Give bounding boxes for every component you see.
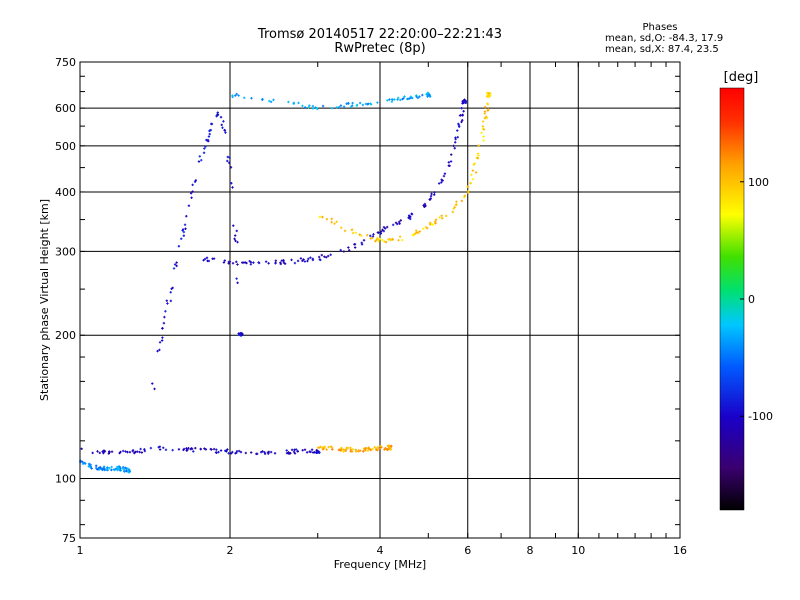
phase-stats: Phases mean, sd,O: -84.3, 17.9 mean, sd,… <box>605 22 724 55</box>
y-tick-label: 200 <box>55 329 76 342</box>
x-tick-label: 6 <box>464 544 471 557</box>
y-tick-label: 600 <box>55 102 76 115</box>
x-tick-label: 1 <box>77 544 84 557</box>
colorbar-tick-label: -100 <box>748 410 773 423</box>
phase-stats-heading: Phases <box>642 22 678 33</box>
x-axis-label: Frequency [MHz] <box>334 558 426 571</box>
colorbar-tick-label: 0 <box>748 293 755 306</box>
echo-points <box>79 91 492 474</box>
chart-title: Tromsø 20140517 22:20:00–22:21:43 <box>257 27 503 42</box>
y-axis-label: Stationary phase Virtual Height [km] <box>38 199 51 401</box>
x-axis: 1 2 4 6 8 10 16 <box>77 62 687 557</box>
grid <box>80 62 680 538</box>
y-tick-label: 400 <box>55 186 76 199</box>
x-tick-label: 8 <box>527 544 534 557</box>
phase-stats-x: mean, sd,X: 87.4, 23.5 <box>605 44 719 55</box>
colorbar-unit: [deg] <box>723 70 759 85</box>
x-tick-label: 4 <box>377 544 384 557</box>
chart-subtitle: RwPretec (8p) <box>334 41 426 56</box>
y-axis: 75 100 200 300 400 500 600 750 <box>55 56 680 545</box>
x-tick-label: 2 <box>227 544 234 557</box>
y-tick-label: 100 <box>55 473 76 486</box>
colorbar-ticks: 100 0 -100 <box>740 176 773 423</box>
x-tick-label: 10 <box>571 544 585 557</box>
y-tick-label: 75 <box>62 532 76 545</box>
colorbar-tick-label: 100 <box>748 176 769 189</box>
y-tick-label: 750 <box>55 56 76 69</box>
x-tick-label: 16 <box>673 544 687 557</box>
y-tick-label: 300 <box>55 245 76 258</box>
y-tick-label: 500 <box>55 140 76 153</box>
phase-stats-o: mean, sd,O: -84.3, 17.9 <box>605 33 724 44</box>
